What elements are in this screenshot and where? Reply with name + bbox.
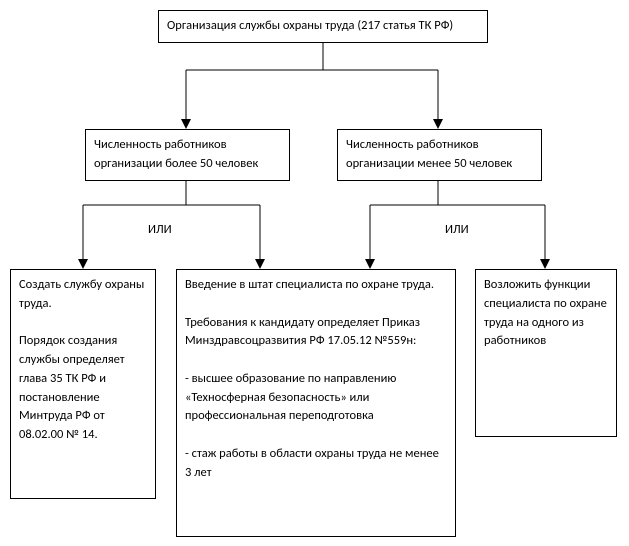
node-branch-less50: Численность работников организации менее… — [337, 129, 542, 181]
node-leaf-specialist: Введение в штат специалиста по охране тр… — [176, 269, 456, 537]
node-leaf-assign: Возложить функции специалиста по охране … — [475, 269, 617, 437]
node-leaf-create: Создать службу охраны труда. Порядок соз… — [10, 269, 156, 499]
node-root: Организация службы охраны труда (217 ста… — [158, 10, 488, 43]
label-or-left: ИЛИ — [148, 222, 172, 237]
node-branch-more50: Численность работников организации более… — [85, 129, 290, 181]
label-or-right: ИЛИ — [445, 222, 469, 237]
flowchart-canvas: Организация службы охраны труда (217 ста… — [0, 0, 629, 546]
